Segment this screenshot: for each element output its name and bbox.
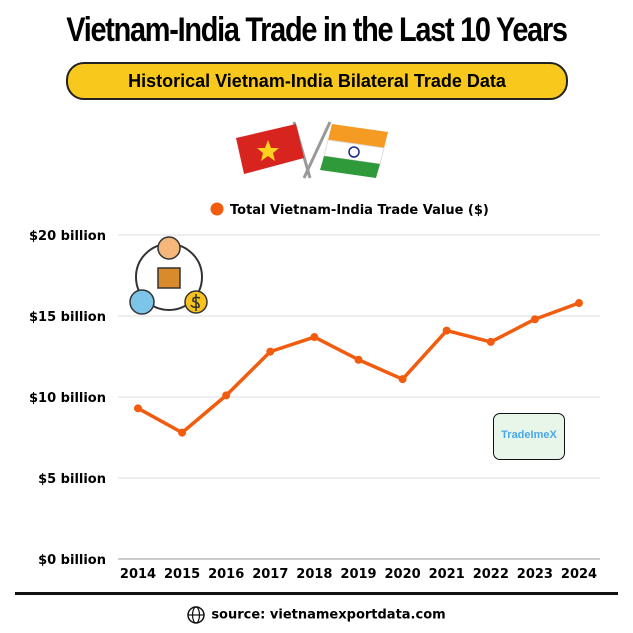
x-tick-label: 2018 (296, 567, 332, 582)
x-tick-label: 2022 (473, 567, 509, 582)
legend-marker (210, 202, 224, 216)
flags-illustration (236, 121, 388, 179)
data-point (442, 326, 451, 335)
data-point (266, 347, 275, 356)
globe-icon (187, 606, 206, 624)
source-text[interactable]: source: vietnamexportdata.com (0, 606, 633, 624)
source-label: source: vietnamexportdata.com (211, 607, 446, 623)
trade-cycle-icon (129, 236, 208, 315)
data-point (575, 299, 583, 308)
x-tick-label: 2020 (385, 567, 421, 582)
data-point (178, 428, 187, 437)
x-tick-label: 2024 (561, 567, 597, 582)
x-tick-label: 2016 (208, 567, 244, 582)
data-point (486, 337, 495, 346)
y-tick-label: $15 billion (29, 310, 106, 325)
data-point (530, 315, 539, 324)
india-flag-icon (302, 121, 388, 179)
series-line (137, 301, 580, 435)
subtitle-badge: Historical Vietnam-India Bilateral Trade… (66, 62, 568, 100)
legend-label: Total Vietnam-India Trade Value ($) (230, 203, 489, 218)
data-point (310, 333, 319, 342)
x-tick-label: 2019 (340, 567, 376, 582)
data-point (222, 391, 231, 400)
vietnam-flag-icon (236, 121, 312, 179)
data-point (398, 375, 407, 384)
y-tick-label: $10 billion (29, 391, 106, 406)
line-chart: $0 billion $5 billion $10 billion $15 billi… (29, 202, 600, 582)
data-point (134, 404, 142, 413)
x-tick-label: 2021 (429, 567, 465, 582)
y-tick-label: $0 billion (38, 553, 106, 568)
x-tick-label: 2017 (252, 567, 288, 582)
divider (15, 592, 618, 595)
page-title: Vietnam-India Trade in the Last 10 Years (66, 11, 568, 49)
y-tick-label: $5 billion (38, 472, 106, 487)
y-tick-label: $20 billion (29, 229, 106, 244)
x-tick-label: 2015 (164, 567, 200, 582)
x-tick-label: 2023 (517, 567, 553, 582)
data-point (354, 355, 363, 364)
x-tick-label: 2014 (120, 567, 156, 582)
tradeimex-logo: TradeImeX (493, 413, 565, 460)
